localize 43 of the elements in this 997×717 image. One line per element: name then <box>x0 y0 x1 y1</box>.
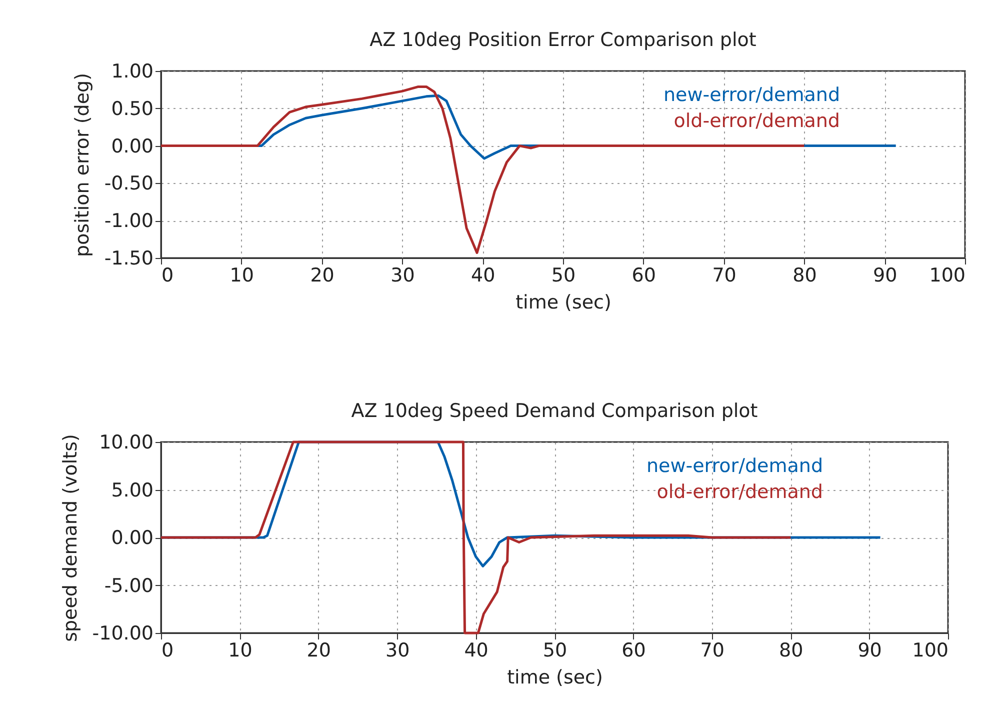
y-tick-label: 5.00 <box>111 479 154 502</box>
x-tick-label: 100 <box>929 264 966 286</box>
chart-title: AZ 10deg Position Error Comparison plot <box>370 29 756 51</box>
x-tick-label: 40 <box>471 264 496 286</box>
x-tick-label: 0 <box>162 264 174 286</box>
y-tick-label: 1.00 <box>111 60 154 82</box>
x-tick-label: 100 <box>912 640 948 662</box>
y-tick-label: 0.00 <box>111 527 154 549</box>
y-axis-title: speed demand (volts) <box>59 434 82 642</box>
y-tick-label: -1.00 <box>104 210 154 232</box>
x-tick-label: 40 <box>464 640 488 662</box>
x-tick-label: 80 <box>792 264 817 286</box>
x-tick-label: 10 <box>230 264 254 286</box>
x-tick-label: 90 <box>858 640 882 662</box>
x-tick-label: 70 <box>700 640 724 662</box>
series-label: old-error/demand <box>656 481 823 503</box>
series-label: old-error/demand <box>674 110 840 132</box>
x-tick-label: 20 <box>310 264 334 286</box>
x-tick-label: 50 <box>542 640 568 662</box>
x-tick-label: 80 <box>779 640 804 662</box>
y-axis-title: position error (deg) <box>71 73 94 257</box>
x-tick-label: 60 <box>632 264 656 286</box>
x-axis-title: time (sec) <box>507 666 603 688</box>
x-axis-title: time (sec) <box>516 292 612 314</box>
text: new-error/demand <box>646 455 823 477</box>
y-tick-label: -10.00 <box>92 622 154 644</box>
y-tick-label: -0.50 <box>104 172 154 195</box>
y-tick-label: 0.00 <box>111 135 154 158</box>
x-tick-label: 30 <box>386 640 410 662</box>
y-tick-label: -1.50 <box>104 248 154 270</box>
x-tick-label: 10 <box>228 640 252 662</box>
y-tick-label: 0.50 <box>111 98 154 120</box>
x-tick-label: 20 <box>306 640 331 662</box>
x-tick-label: 30 <box>390 264 415 286</box>
y-tick-label: 10.00 <box>99 432 154 454</box>
x-tick-label: 70 <box>712 264 736 286</box>
x-tick-label: 90 <box>873 264 898 286</box>
x-tick-label: 50 <box>551 264 576 286</box>
chart-title: AZ 10deg Speed Demand Comparison plot <box>351 400 758 422</box>
text: new-error/demand <box>663 84 840 106</box>
x-tick-label: 60 <box>622 640 646 662</box>
y-tick-label: -5.00 <box>104 574 154 597</box>
x-tick-label: 0 <box>162 640 174 662</box>
